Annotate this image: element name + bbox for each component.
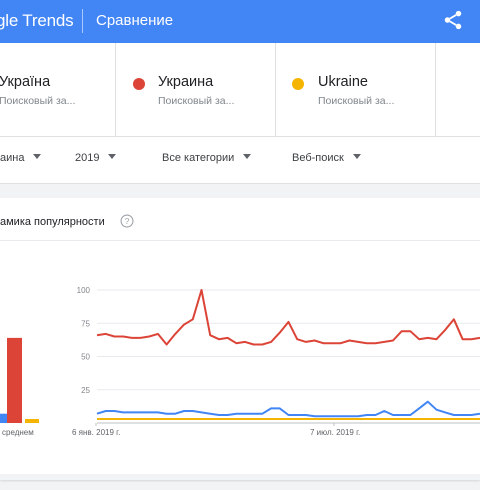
term-card-english[interactable]: Ukraine Поисковый за... [275,43,436,136]
svg-text:?: ? [125,216,130,226]
search-type-dropdown[interactable]: Веб-поиск [292,152,361,164]
term-name: Ukraine [318,74,368,90]
average-bar-0 [0,413,7,423]
category-value: Все категории [162,152,235,164]
term-color-dot [133,78,145,90]
period-value: 2019 [75,152,100,164]
chart-gridlines [97,289,480,424]
google-trends-logo[interactable]: gle Trends [0,11,74,30]
chart-series [96,289,480,420]
help-circle-icon[interactable]: ? [120,214,134,228]
compare-terms-bar: Україна Поисковый за... Украина Поисковы… [0,43,480,137]
chevron-down-icon [33,154,42,159]
region-dropdown[interactable]: аина [0,152,42,164]
y-tick-label: 100 [77,286,91,295]
card-divider [0,240,480,241]
term-card-russian[interactable]: Украина Поисковый за... [115,43,276,136]
y-tick-label: 75 [81,319,90,328]
term-subtitle: Поисковый за... [0,95,76,107]
page-title: Сравнение [96,12,174,29]
term-name: Украина [158,74,214,90]
series-line-1 [96,289,480,346]
term-card-ukrainian[interactable]: Україна Поисковый за... [0,43,116,136]
top-app-bar: gle Trends Сравнение [0,0,480,43]
chevron-down-icon [243,154,252,159]
chevron-down-icon [108,154,117,159]
chevron-down-icon [352,154,361,159]
term-subtitle: Поисковый за... [318,95,395,107]
term-name: Україна [0,74,51,90]
interest-over-time-card: амика популярности ? среднем 100 75 50 25 6… [0,198,480,480]
average-bars [0,337,39,423]
y-tick-label: 25 [81,386,90,395]
card-footer-strip [0,474,480,480]
term-subtitle: Поисковый за... [158,95,235,107]
average-label: среднем [2,428,34,437]
search-type-value: Веб-поиск [292,152,344,164]
interest-chart: среднем 100 75 50 25 6 янв. 2019 г. 7 июл. 2… [0,286,480,437]
x-tick-label: 6 янв. 2019 г. [72,428,120,437]
y-axis-ticks: 100 75 50 25 [77,286,91,395]
section-title: амика популярности [0,216,105,228]
series-line-0 [96,400,480,418]
category-dropdown[interactable]: Все категории [162,152,252,164]
average-bar-2 [25,419,39,423]
term-color-dot [292,78,304,90]
filters-bar: аина 2019 Все категории Веб-поиск [0,137,480,184]
x-axis-ticks: 6 янв. 2019 г. 7 июл. 2019 г. [72,423,360,437]
average-bar-1 [7,337,22,423]
header-divider [82,9,83,33]
period-dropdown[interactable]: 2019 [75,152,117,164]
share-icon[interactable] [442,9,464,31]
y-tick-label: 50 [81,353,90,362]
region-value: аина [0,152,25,164]
x-tick-label: 7 июл. 2019 г. [310,428,360,437]
